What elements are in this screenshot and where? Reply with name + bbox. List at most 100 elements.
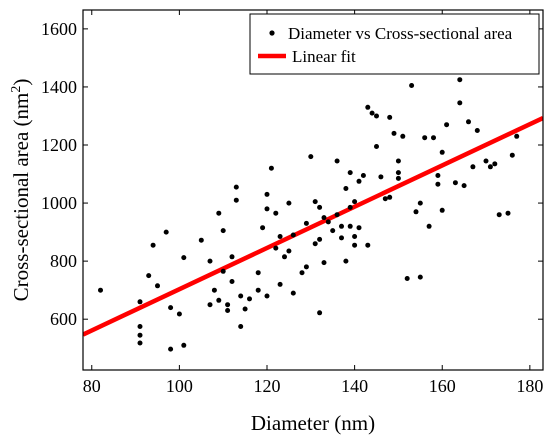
axis-ticks: 80 100 120 140 160 180 600 800 1000 1200 1400 1600 [41,10,543,396]
data-point [238,324,244,329]
data-point [439,207,445,213]
y-axis-title-main: Cross-sectional area (nm [9,93,33,302]
data-point [339,235,344,241]
data-point [483,158,489,164]
data-point [334,212,340,218]
data-point [137,299,143,305]
data-point [395,170,401,176]
y-tick-label: 800 [50,251,77,271]
data-point [356,225,362,231]
data-point [391,130,397,136]
data-point [308,154,314,160]
data-point [452,180,458,186]
data-point [387,114,393,120]
x-tick-label: 80 [83,376,101,396]
data-point [492,161,498,167]
data-point [150,242,156,248]
data-point [422,135,428,141]
data-point [233,184,239,190]
data-point [220,228,226,234]
data-point [233,197,239,203]
data-point [277,281,283,287]
data-point [268,165,274,171]
data-point [343,258,349,264]
data-point [312,241,318,247]
data-point [229,279,235,284]
y-axis-title-superscript: 2 [9,86,24,93]
data-point [339,223,344,229]
data-point [286,248,292,254]
data-point [409,83,415,88]
data-point [378,174,384,180]
data-point [417,200,423,206]
data-point [352,242,358,248]
data-point [225,308,231,313]
data-point [400,133,406,139]
data-point [426,223,432,229]
data-point [273,245,279,251]
y-axis-title-close: ) [9,79,33,86]
data-point [444,122,450,128]
data-point [417,274,423,280]
fit-line-layer [83,115,543,337]
data-point [360,173,366,178]
data-point [352,234,358,239]
data-point [347,170,353,176]
data-point [312,199,318,205]
data-point [137,340,143,346]
legend: Diameter vs Cross-sectional area Linear … [249,13,540,75]
data-point [330,228,336,234]
data-point [435,173,441,178]
data-point [255,270,261,276]
data-point [509,152,515,158]
data-point [321,215,327,221]
data-point [457,77,463,83]
data-point [264,206,270,212]
linear-fit-line [83,115,543,337]
data-point [216,210,222,216]
data-point [290,232,296,238]
data-point [98,287,103,293]
data-point [374,113,379,119]
data-point [220,268,226,274]
y-tick-label: 1400 [41,77,77,97]
data-point [496,212,502,218]
data-point [247,296,252,302]
data-point [317,236,323,242]
data-point [395,175,401,181]
data-point [461,183,467,189]
data-point [303,264,309,270]
data-point [303,220,309,226]
plot-frame [82,9,544,371]
data-point [216,297,222,303]
data-point [273,210,279,216]
y-tick-label: 1000 [41,193,77,213]
y-tick-label: 1600 [41,19,77,39]
x-tick-label: 180 [516,376,543,396]
data-point [181,342,187,348]
data-points-layer [98,77,520,352]
legend-label-points: Diameter vs Cross-sectional area [288,24,513,43]
data-point [290,290,296,296]
data-point [347,223,353,229]
data-point [466,119,471,125]
data-point [317,204,323,210]
data-point [347,204,353,210]
x-tick-label: 160 [429,376,456,396]
data-point [211,287,217,293]
data-point [168,305,174,311]
data-point [470,164,476,170]
data-point [168,346,174,352]
data-point [260,225,266,231]
x-tick-label: 140 [341,376,368,396]
data-point [207,258,213,264]
legend-marker-points [269,30,275,36]
data-point [387,194,393,200]
data-point [282,254,287,260]
data-point [242,306,248,312]
data-point [163,229,169,235]
data-point [365,242,371,248]
data-point [413,209,419,215]
data-point [365,104,371,110]
